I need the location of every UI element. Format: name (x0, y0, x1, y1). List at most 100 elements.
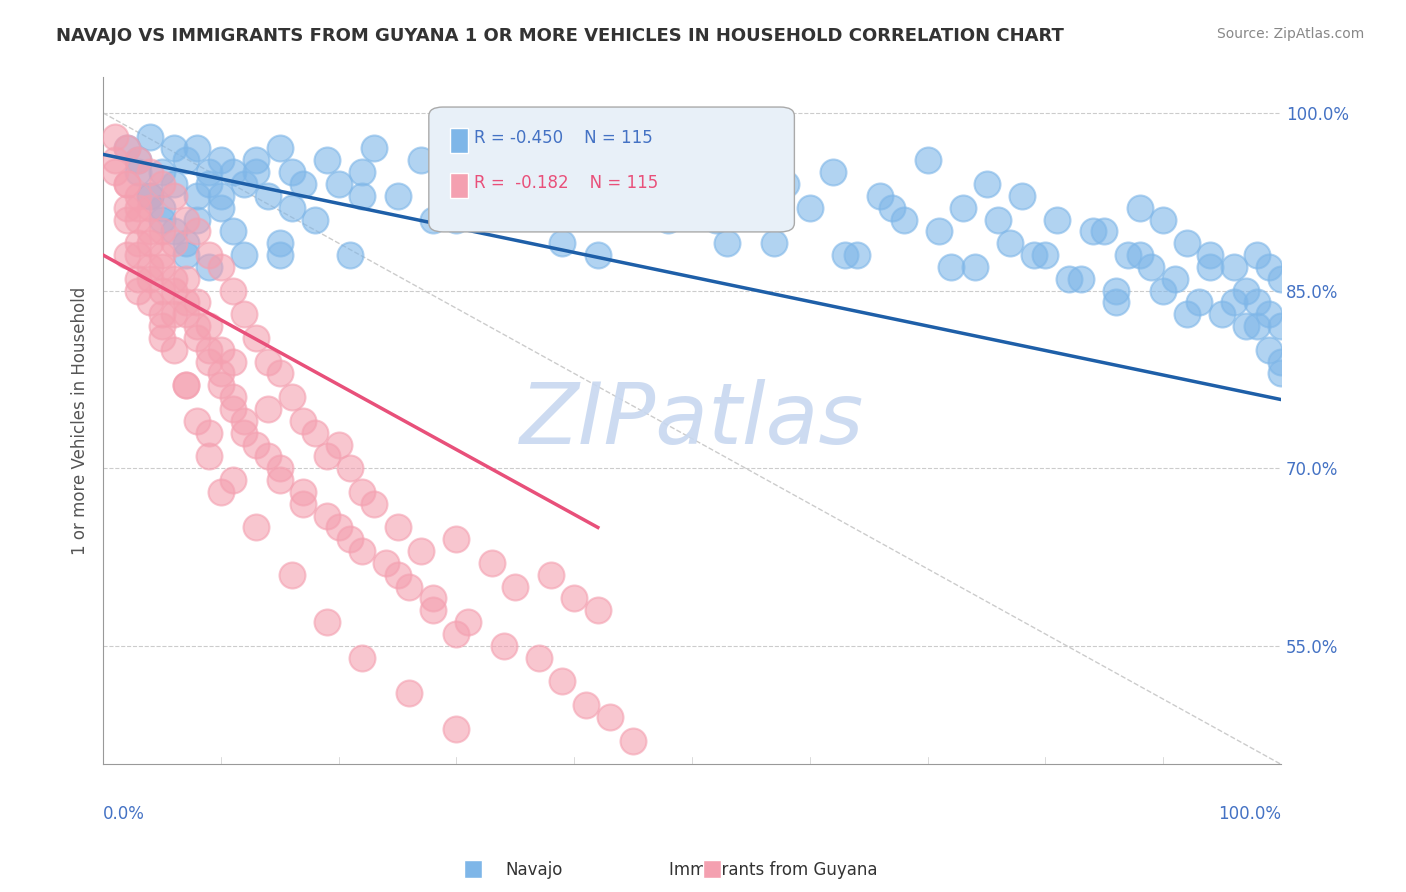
Point (339, 248, 361, 262)
Point (562, 591, 585, 606)
Point (1270, 367, 1292, 381)
Point (316, 615, 339, 629)
Point (882, 201, 904, 215)
Point (1246, 248, 1268, 262)
Point (1105, 295, 1128, 310)
Point (398, 580, 420, 594)
Point (681, 177, 703, 191)
Point (1175, 236, 1198, 251)
Point (823, 165, 845, 179)
Point (127, 212, 149, 227)
Point (127, 153, 149, 168)
Point (422, 591, 444, 606)
Point (198, 177, 221, 191)
Point (139, 260, 162, 274)
Point (1011, 189, 1033, 203)
Point (505, 580, 527, 594)
Point (398, 686, 420, 700)
Point (233, 425, 256, 440)
Point (139, 236, 162, 251)
Point (1246, 295, 1268, 310)
Point (1187, 295, 1209, 310)
Point (527, 650, 550, 665)
Point (1035, 248, 1057, 262)
Point (1175, 307, 1198, 321)
Point (150, 165, 173, 179)
Point (740, 141, 762, 155)
Point (186, 319, 208, 334)
Point (245, 153, 267, 168)
Point (987, 212, 1010, 227)
Point (198, 343, 221, 357)
Point (328, 437, 350, 451)
Point (115, 177, 138, 191)
Point (834, 248, 856, 262)
Point (1223, 295, 1246, 310)
Point (163, 224, 186, 238)
Point (893, 212, 915, 227)
Point (115, 141, 138, 155)
Point (127, 189, 149, 203)
Point (269, 461, 291, 475)
Point (292, 497, 315, 511)
Text: NAVAJO VS IMMIGRANTS FROM GUYANA 1 OR MORE VEHICLES IN HOUSEHOLD CORRELATION CHA: NAVAJO VS IMMIGRANTS FROM GUYANA 1 OR MO… (56, 27, 1064, 45)
Point (127, 165, 149, 179)
Point (481, 556, 503, 570)
Point (221, 390, 243, 404)
Point (1057, 272, 1080, 286)
Point (917, 153, 939, 168)
Point (186, 141, 208, 155)
Point (209, 260, 232, 274)
Point (198, 319, 221, 334)
Point (976, 177, 998, 191)
Point (316, 450, 339, 464)
Point (115, 248, 138, 262)
Point (163, 141, 186, 155)
Point (280, 201, 302, 215)
Point (1234, 319, 1257, 334)
Point (446, 722, 468, 736)
Point (1140, 260, 1163, 274)
Point (209, 153, 232, 168)
Y-axis label: 1 or more Vehicles in Household: 1 or more Vehicles in Household (72, 286, 89, 555)
Point (257, 189, 280, 203)
Point (292, 414, 315, 428)
Point (269, 248, 291, 262)
Point (1152, 284, 1174, 298)
Point (269, 473, 291, 487)
Point (139, 272, 162, 286)
Point (245, 331, 267, 345)
Point (233, 177, 256, 191)
Point (104, 153, 127, 168)
Point (269, 141, 291, 155)
Point (209, 484, 232, 499)
Point (150, 248, 173, 262)
Point (209, 378, 232, 392)
Point (551, 236, 574, 251)
Point (150, 260, 173, 274)
Point (468, 177, 491, 191)
Point (1152, 212, 1174, 227)
Point (280, 567, 302, 582)
Point (387, 567, 409, 582)
Point (316, 508, 339, 523)
Text: 100.0%: 100.0% (1218, 805, 1281, 823)
Point (198, 260, 221, 274)
Point (163, 236, 186, 251)
Point (104, 165, 127, 179)
Point (387, 189, 409, 203)
Point (245, 437, 267, 451)
Point (1211, 307, 1233, 321)
Point (198, 450, 221, 464)
Point (221, 165, 243, 179)
Point (928, 224, 950, 238)
Point (186, 189, 208, 203)
Point (998, 236, 1021, 251)
Point (422, 603, 444, 617)
Point (492, 639, 515, 653)
Point (257, 354, 280, 368)
Point (245, 165, 267, 179)
Point (221, 473, 243, 487)
Point (586, 603, 609, 617)
Point (316, 153, 339, 168)
